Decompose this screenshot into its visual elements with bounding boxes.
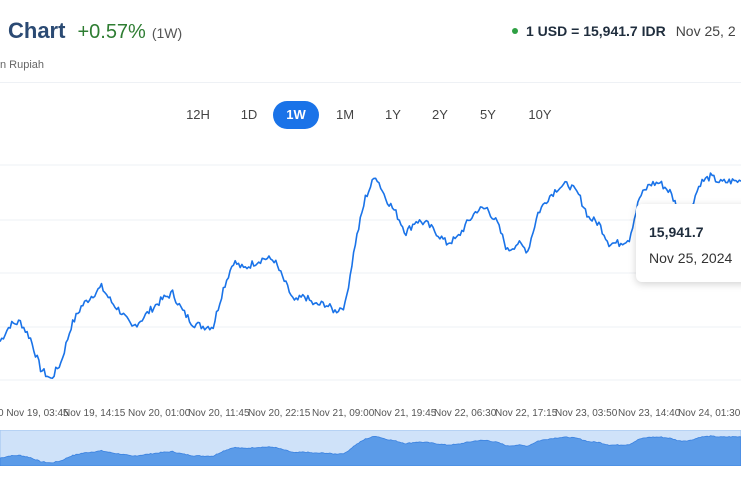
range-1m[interactable]: 1M: [328, 101, 362, 129]
chart-grid: [0, 164, 741, 381]
x-tick-label: Nov 20, 11:45: [188, 408, 250, 419]
x-tick-label: Nov 22, 06:30: [434, 408, 497, 419]
range-1d[interactable]: 1D: [232, 101, 266, 129]
chart-header: Chart +0.57% (1W): [0, 18, 182, 52]
range-1y[interactable]: 1Y: [376, 101, 410, 129]
live-dot-icon: [512, 28, 518, 34]
tooltip-date: Nov 25, 2024: [649, 250, 733, 266]
x-tick-label: Nov 20, 22:15: [248, 408, 311, 419]
x-tick-label: Nov 20, 01:00: [128, 408, 191, 419]
x-tick-label: Nov 23, 03:50: [555, 408, 618, 419]
range-1w[interactable]: 1W: [273, 101, 319, 129]
page-subtitle: n Rupiah: [0, 59, 45, 71]
x-tick-label: Nov 19, 14:15: [63, 408, 126, 419]
x-tick-label: Nov 24, 01:30: [678, 408, 741, 419]
range-10y[interactable]: 10Y: [520, 101, 560, 129]
range-navigator[interactable]: [0, 430, 741, 466]
rate-text: 1 USD = 15,941.7 IDR: [526, 23, 666, 39]
range-2y[interactable]: 2Y: [423, 101, 457, 129]
navigator-area: [0, 435, 741, 466]
rate-date: Nov 25, 2: [675, 23, 736, 39]
x-tick-label: Nov 22, 17:15: [495, 408, 558, 419]
x-tick-label: Nov 21, 19:45: [374, 408, 437, 419]
range-5y[interactable]: 5Y: [471, 101, 505, 129]
x-tick-label: 0 Nov 19, 03:45: [0, 408, 69, 419]
percent-change: +0.57%: [77, 21, 146, 43]
x-tick-label: Nov 21, 09:00: [312, 408, 375, 419]
x-tick-label: Nov 23, 14:40: [618, 408, 681, 419]
range-12h[interactable]: 12H: [181, 101, 215, 129]
tooltip-value: 15,941.7: [649, 224, 704, 240]
page-title: Chart: [8, 18, 66, 43]
header-divider: [0, 82, 741, 83]
hover-tooltip: 15,941.7 Nov 25, 2024: [636, 204, 741, 282]
series-line: [0, 172, 741, 379]
period-label: (1W): [151, 25, 183, 41]
live-rate: 1 USD = 15,941.7 IDR Nov 25, 2: [512, 23, 736, 39]
range-selector: 12H 1D 1W 1M 1Y 2Y 5Y 10Y: [0, 101, 741, 129]
